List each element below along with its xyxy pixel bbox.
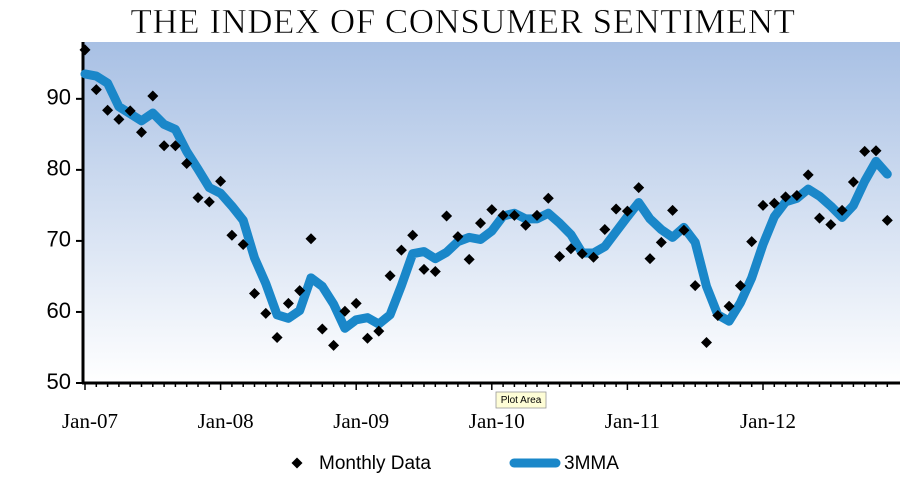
data-point (780, 191, 792, 203)
data-point (847, 176, 859, 188)
data-point (576, 248, 588, 260)
data-point (588, 251, 599, 263)
data-point (621, 205, 633, 217)
x-tick-label: Jan-11 (605, 409, 660, 433)
data-point (497, 209, 509, 221)
data-point (452, 231, 464, 243)
data-point (373, 325, 385, 337)
data-point (362, 332, 373, 344)
y-tick-label: 70 (47, 227, 71, 252)
data-point (102, 104, 114, 116)
data-point (316, 323, 328, 335)
data-point (814, 212, 825, 224)
data-point (610, 203, 622, 215)
data-point (158, 140, 170, 152)
tooltip-text: Plot Area (501, 395, 542, 406)
x-tick-label: Jan-12 (740, 409, 796, 433)
data-point (124, 105, 136, 117)
data-point (350, 297, 362, 309)
data-point (203, 196, 215, 208)
data-point (689, 280, 701, 292)
data-point (825, 219, 837, 231)
data-point (678, 224, 690, 236)
data-point (90, 84, 102, 96)
data-point (644, 253, 656, 265)
data-point (407, 229, 419, 241)
data-point (271, 332, 283, 344)
x-tick-label: Jan-08 (198, 409, 254, 433)
data-point (542, 192, 554, 204)
data-point (339, 305, 351, 317)
data-point (260, 307, 272, 319)
data-point (791, 189, 803, 201)
data-point (859, 145, 871, 157)
data-point (554, 251, 566, 263)
chart-title: THE INDEX OF CONSUMER SENTIMENT (131, 2, 796, 41)
x-tick-label: Jan-09 (333, 409, 389, 433)
data-point (226, 229, 238, 241)
y-tick-label: 80 (47, 156, 71, 181)
data-point (836, 204, 848, 216)
data-point (768, 197, 780, 209)
data-point (508, 209, 520, 221)
data-point (147, 90, 159, 102)
data-point (294, 285, 306, 297)
x-tick-label: Jan-07 (62, 409, 118, 433)
sentiment-line (80, 69, 892, 333)
y-tick-label: 90 (47, 85, 71, 110)
data-point (305, 233, 317, 245)
data-point (237, 238, 249, 250)
data-point (395, 244, 407, 256)
legend-marker (291, 457, 303, 469)
data-point (599, 224, 611, 236)
data-point (328, 339, 340, 351)
data-point (429, 265, 441, 277)
data-point (565, 243, 577, 255)
data-point (802, 169, 814, 181)
data-point (249, 287, 260, 299)
data-point (723, 300, 735, 312)
legend-label: 3MMA (564, 453, 619, 474)
data-point (475, 217, 486, 229)
data-point (633, 182, 645, 194)
data-point (486, 204, 498, 216)
data-point (169, 140, 181, 152)
data-point (384, 270, 396, 282)
data-point (215, 175, 227, 187)
data-point (667, 204, 679, 216)
y-tick-label: 60 (47, 298, 71, 323)
data-point (282, 297, 294, 309)
data-point (531, 209, 543, 221)
data-point (181, 157, 193, 169)
data-point (192, 192, 204, 204)
data-point (520, 219, 532, 231)
data-point (701, 337, 712, 349)
data-point (136, 126, 147, 138)
data-point (734, 280, 746, 292)
data-point (79, 44, 91, 56)
data-point (757, 199, 769, 211)
legend-label: Monthly Data (319, 453, 431, 474)
tooltip: Plot Area (495, 391, 547, 409)
data-point (881, 214, 893, 226)
data-point (870, 145, 882, 157)
data-point (441, 210, 453, 222)
data-point (655, 236, 667, 248)
y-tick-label: 50 (47, 369, 71, 394)
x-tick-label: Jan-10 (469, 409, 525, 433)
data-point (463, 253, 475, 265)
tooltip-box (495, 391, 547, 409)
data-point (418, 263, 430, 275)
data-point (712, 310, 724, 322)
data-point (113, 113, 125, 125)
data-point (746, 236, 758, 248)
